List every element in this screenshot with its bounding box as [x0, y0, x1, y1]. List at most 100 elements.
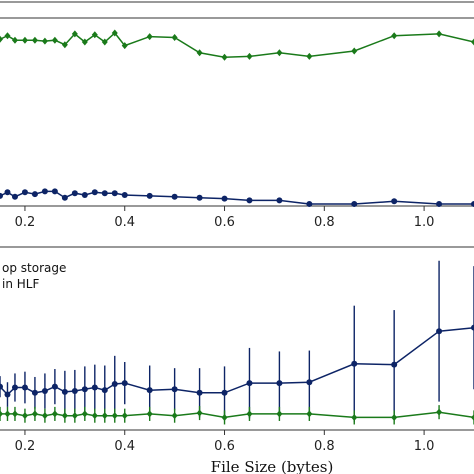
series-2 — [0, 405, 474, 425]
top-x-ticks: 0.2 0.4 0.6 0.8 1.0 — [15, 206, 435, 230]
data-point — [91, 412, 98, 420]
data-point — [391, 361, 398, 368]
data-point — [436, 30, 443, 38]
data-point — [31, 36, 38, 44]
data-point — [4, 189, 11, 196]
top-series — [0, 29, 474, 207]
data-point — [276, 380, 283, 387]
data-point — [221, 195, 228, 202]
series-1 — [0, 260, 474, 422]
data-point — [41, 188, 48, 195]
bottom-panel-frame — [0, 246, 474, 431]
data-point — [146, 387, 153, 394]
data-point — [101, 190, 108, 197]
data-point — [246, 380, 253, 387]
data-point — [91, 31, 98, 39]
data-point — [276, 410, 283, 418]
data-point — [61, 388, 68, 395]
data-point — [81, 38, 88, 46]
data-point — [121, 380, 128, 387]
x-tick-label: 0.8 — [314, 439, 335, 454]
data-point — [61, 194, 68, 201]
data-point — [171, 386, 178, 393]
data-point — [171, 34, 178, 41]
data-point — [146, 410, 153, 418]
bottom-panel: 0.2 0.4 0.6 0.8 1.0 op storage in HLF File S… — [0, 246, 474, 474]
data-point — [121, 42, 128, 50]
series-line — [0, 326, 474, 396]
x-tick-label: 0.2 — [15, 439, 36, 454]
data-point — [91, 384, 98, 391]
x-tick-label: 1.0 — [414, 215, 435, 230]
x-tick-label: 0.6 — [214, 215, 235, 230]
data-point — [391, 32, 398, 40]
data-point — [221, 413, 228, 421]
data-point — [276, 49, 283, 57]
data-point — [111, 412, 118, 420]
data-point — [4, 410, 11, 418]
data-point — [51, 383, 58, 390]
x-axis-title: File Size (bytes) — [211, 458, 334, 474]
data-point — [4, 32, 11, 40]
data-point — [81, 192, 88, 198]
data-point — [306, 410, 313, 418]
data-point — [101, 412, 108, 420]
data-point — [11, 384, 18, 391]
data-point — [351, 47, 358, 55]
data-point — [111, 190, 118, 197]
series-line — [0, 190, 474, 205]
data-point — [21, 412, 28, 420]
data-point — [81, 410, 88, 418]
data-point — [21, 189, 28, 196]
data-point — [21, 36, 28, 44]
data-point — [111, 381, 118, 387]
data-point — [436, 328, 443, 335]
data-point — [146, 192, 153, 199]
data-point — [146, 33, 153, 41]
data-point — [306, 379, 313, 386]
data-point — [91, 189, 98, 196]
data-point — [391, 198, 398, 205]
data-point — [11, 193, 18, 200]
x-tick-label: 0.2 — [15, 215, 36, 230]
x-tick-label: 1.0 — [414, 439, 435, 454]
data-point — [196, 194, 203, 201]
top-panel: 0.2 0.4 0.6 0.8 1.0 — [0, 17, 474, 230]
data-point — [31, 389, 38, 396]
data-point — [51, 36, 58, 44]
bottom-x-ticks: 0.2 0.4 0.6 0.8 1.0 — [15, 430, 435, 454]
data-point — [0, 410, 3, 418]
data-point — [71, 412, 78, 420]
data-point — [61, 41, 68, 49]
top-panel-frame — [0, 17, 474, 207]
data-point — [41, 412, 48, 420]
bottom-series — [0, 260, 474, 425]
data-point — [71, 388, 78, 395]
x-tick-label: 0.8 — [314, 215, 335, 230]
data-point — [196, 49, 203, 57]
data-point — [21, 384, 28, 391]
data-point — [11, 410, 18, 418]
series-line — [0, 411, 474, 419]
data-point — [196, 409, 203, 417]
data-point — [351, 413, 358, 421]
series-1 — [0, 29, 474, 61]
data-point — [391, 413, 398, 421]
data-point — [276, 197, 283, 204]
series-2 — [0, 188, 474, 207]
data-point — [101, 38, 108, 46]
data-point — [436, 201, 443, 207]
data-point — [71, 190, 78, 197]
data-point — [121, 192, 128, 198]
data-point — [81, 386, 88, 393]
data-point — [71, 30, 78, 38]
series-line — [0, 31, 474, 59]
data-point — [171, 193, 178, 200]
legend: op storage in HLF — [2, 261, 66, 291]
data-point — [51, 410, 58, 418]
x-tick-label: 0.4 — [114, 215, 135, 230]
x-tick-label: 0.4 — [114, 439, 135, 454]
data-point — [171, 412, 178, 420]
data-point — [31, 191, 38, 198]
